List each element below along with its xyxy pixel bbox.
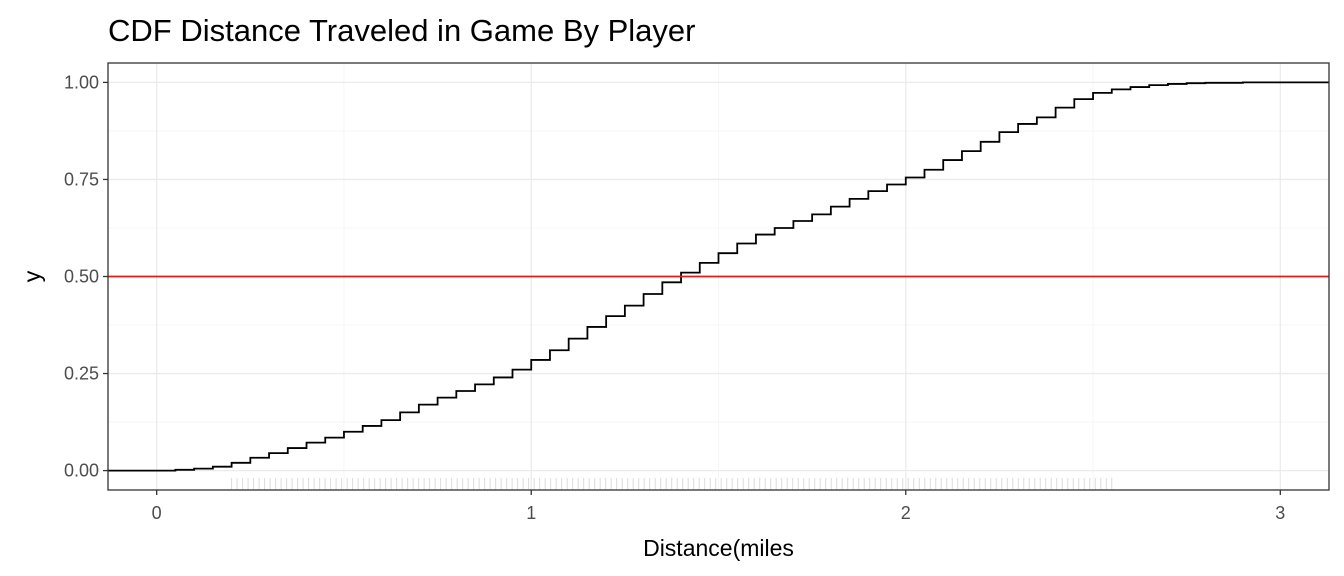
y-axis-ticks: 0.00 0.25 0.50 0.75 1.00 xyxy=(64,72,108,481)
x-axis-title: Distance(miles xyxy=(643,535,794,561)
x-tick-label: 1 xyxy=(526,503,536,523)
cdf-step-line xyxy=(108,81,1329,472)
y-axis-title: y xyxy=(19,270,45,282)
y-tick-label: 0.50 xyxy=(64,267,99,287)
y-tick-label: 1.00 xyxy=(64,72,99,92)
chart-title: CDF Distance Traveled in Game By Player xyxy=(108,13,696,48)
series-layer xyxy=(108,81,1329,472)
y-tick-label: 0.25 xyxy=(64,364,99,384)
x-tick-label: 0 xyxy=(152,503,162,523)
x-tick-label: 2 xyxy=(901,503,911,523)
y-tick-label: 0.75 xyxy=(64,169,99,189)
y-tick-label: 0.00 xyxy=(64,461,99,481)
x-axis-ticks: 0 1 2 3 xyxy=(152,490,1285,523)
rug-marks xyxy=(231,478,1113,490)
x-tick-label: 3 xyxy=(1275,503,1285,523)
